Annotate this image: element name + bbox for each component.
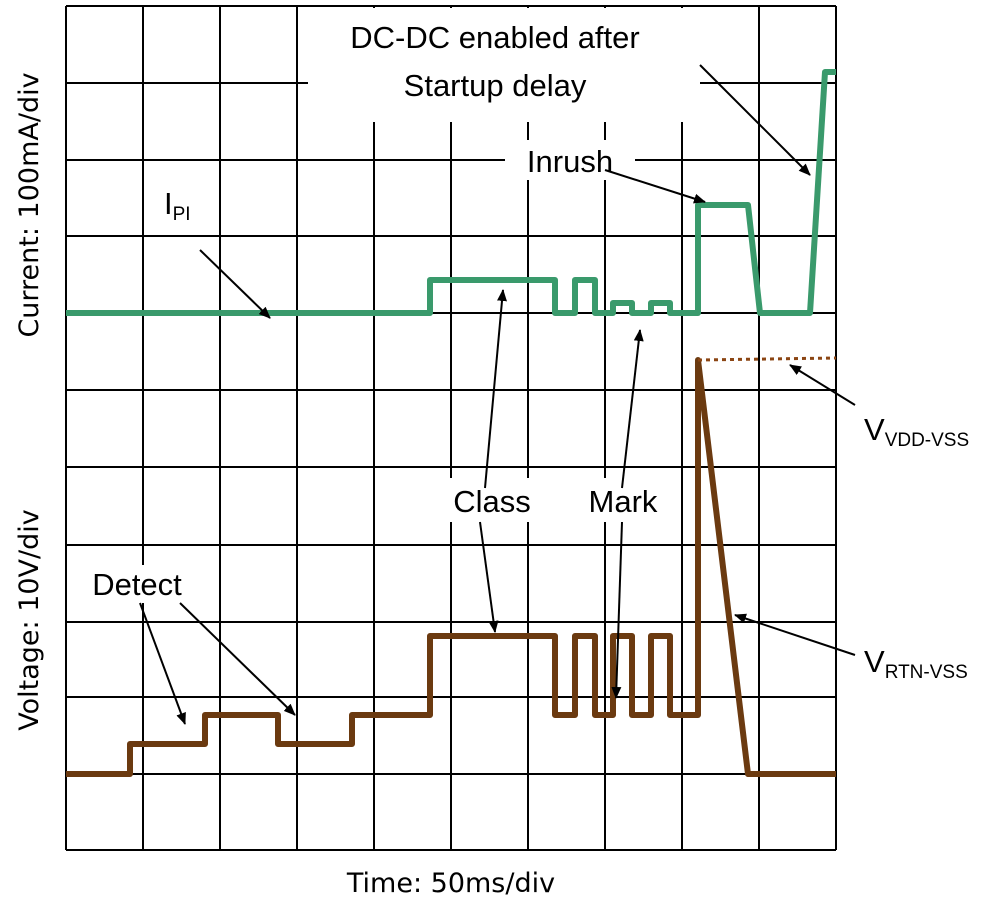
arrows (139, 64, 856, 725)
annotation: DC-DC enabled after (350, 20, 639, 55)
annotation: Inrush (527, 144, 613, 179)
label-box (425, 478, 680, 522)
axis-label: Time: 50ms/div (346, 868, 555, 899)
axis-label: Current: 100mA/div (14, 72, 45, 337)
annotation: Startup delay (404, 68, 587, 103)
vdd-trace (697, 356, 837, 362)
annotation: IPI (164, 186, 191, 225)
axis-label: Voltage: 10V/div (14, 509, 45, 731)
annotation: Mark (589, 484, 658, 519)
current-trace (66, 69, 836, 316)
label-box (80, 565, 195, 603)
label-box (308, 8, 700, 122)
grid (65, 5, 837, 851)
annotation: Class (453, 484, 531, 519)
label-box (150, 182, 215, 225)
annotation: Detect (92, 567, 182, 602)
annotation: VVDD-VSS (864, 412, 969, 451)
voltage-trace (66, 357, 836, 777)
annotation: VRTN-VSS (864, 644, 968, 683)
